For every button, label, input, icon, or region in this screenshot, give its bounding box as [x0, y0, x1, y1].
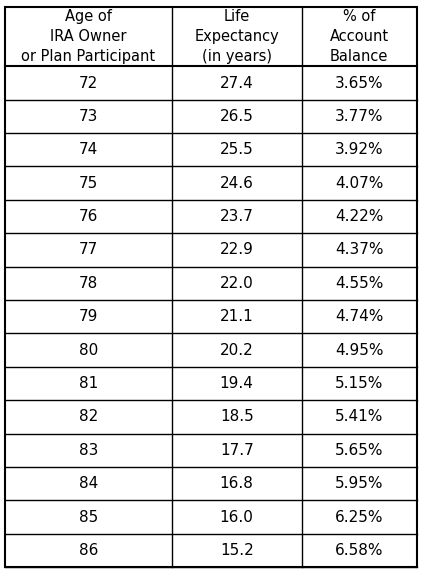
- Text: 26.5: 26.5: [220, 109, 254, 124]
- Text: 22.9: 22.9: [220, 242, 254, 258]
- Text: 5.41%: 5.41%: [335, 409, 384, 424]
- Text: 16.0: 16.0: [220, 510, 254, 525]
- Text: % of
Account
Balance: % of Account Balance: [330, 9, 389, 64]
- Text: 21.1: 21.1: [220, 309, 254, 324]
- Text: 86: 86: [79, 543, 98, 558]
- Text: Age of
IRA Owner
or Plan Participant: Age of IRA Owner or Plan Participant: [22, 9, 156, 64]
- Text: 72: 72: [79, 76, 98, 91]
- Text: 25.5: 25.5: [220, 142, 254, 157]
- Text: 80: 80: [79, 343, 98, 358]
- Text: 84: 84: [79, 476, 98, 491]
- Text: 76: 76: [79, 209, 98, 224]
- Text: 5.15%: 5.15%: [335, 376, 384, 391]
- Text: 20.2: 20.2: [220, 343, 254, 358]
- Text: 73: 73: [79, 109, 98, 124]
- Text: 19.4: 19.4: [220, 376, 254, 391]
- Text: 5.95%: 5.95%: [335, 476, 384, 491]
- Text: 74: 74: [79, 142, 98, 157]
- Text: 4.74%: 4.74%: [335, 309, 384, 324]
- Text: 77: 77: [79, 242, 98, 258]
- Text: 75: 75: [79, 176, 98, 191]
- Text: 4.07%: 4.07%: [335, 176, 384, 191]
- Text: 27.4: 27.4: [220, 76, 254, 91]
- Text: 6.25%: 6.25%: [335, 510, 384, 525]
- Text: 18.5: 18.5: [220, 409, 254, 424]
- Text: 16.8: 16.8: [220, 476, 254, 491]
- Text: 23.7: 23.7: [220, 209, 254, 224]
- Text: 82: 82: [79, 409, 98, 424]
- Text: 15.2: 15.2: [220, 543, 254, 558]
- Text: 4.55%: 4.55%: [335, 276, 384, 291]
- Text: 22.0: 22.0: [220, 276, 254, 291]
- Text: 6.58%: 6.58%: [335, 543, 384, 558]
- Text: 4.95%: 4.95%: [335, 343, 384, 358]
- Text: 4.37%: 4.37%: [335, 242, 384, 258]
- Text: 4.22%: 4.22%: [335, 209, 384, 224]
- Text: 85: 85: [79, 510, 98, 525]
- Text: 3.77%: 3.77%: [335, 109, 384, 124]
- Text: 17.7: 17.7: [220, 443, 254, 457]
- Text: 78: 78: [79, 276, 98, 291]
- Text: 5.65%: 5.65%: [335, 443, 384, 457]
- Text: Life
Expectancy
(in years): Life Expectancy (in years): [195, 9, 279, 64]
- Text: 83: 83: [79, 443, 98, 457]
- Text: 24.6: 24.6: [220, 176, 254, 191]
- Text: 3.65%: 3.65%: [335, 76, 384, 91]
- Text: 79: 79: [79, 309, 98, 324]
- Text: 81: 81: [79, 376, 98, 391]
- Text: 3.92%: 3.92%: [335, 142, 384, 157]
